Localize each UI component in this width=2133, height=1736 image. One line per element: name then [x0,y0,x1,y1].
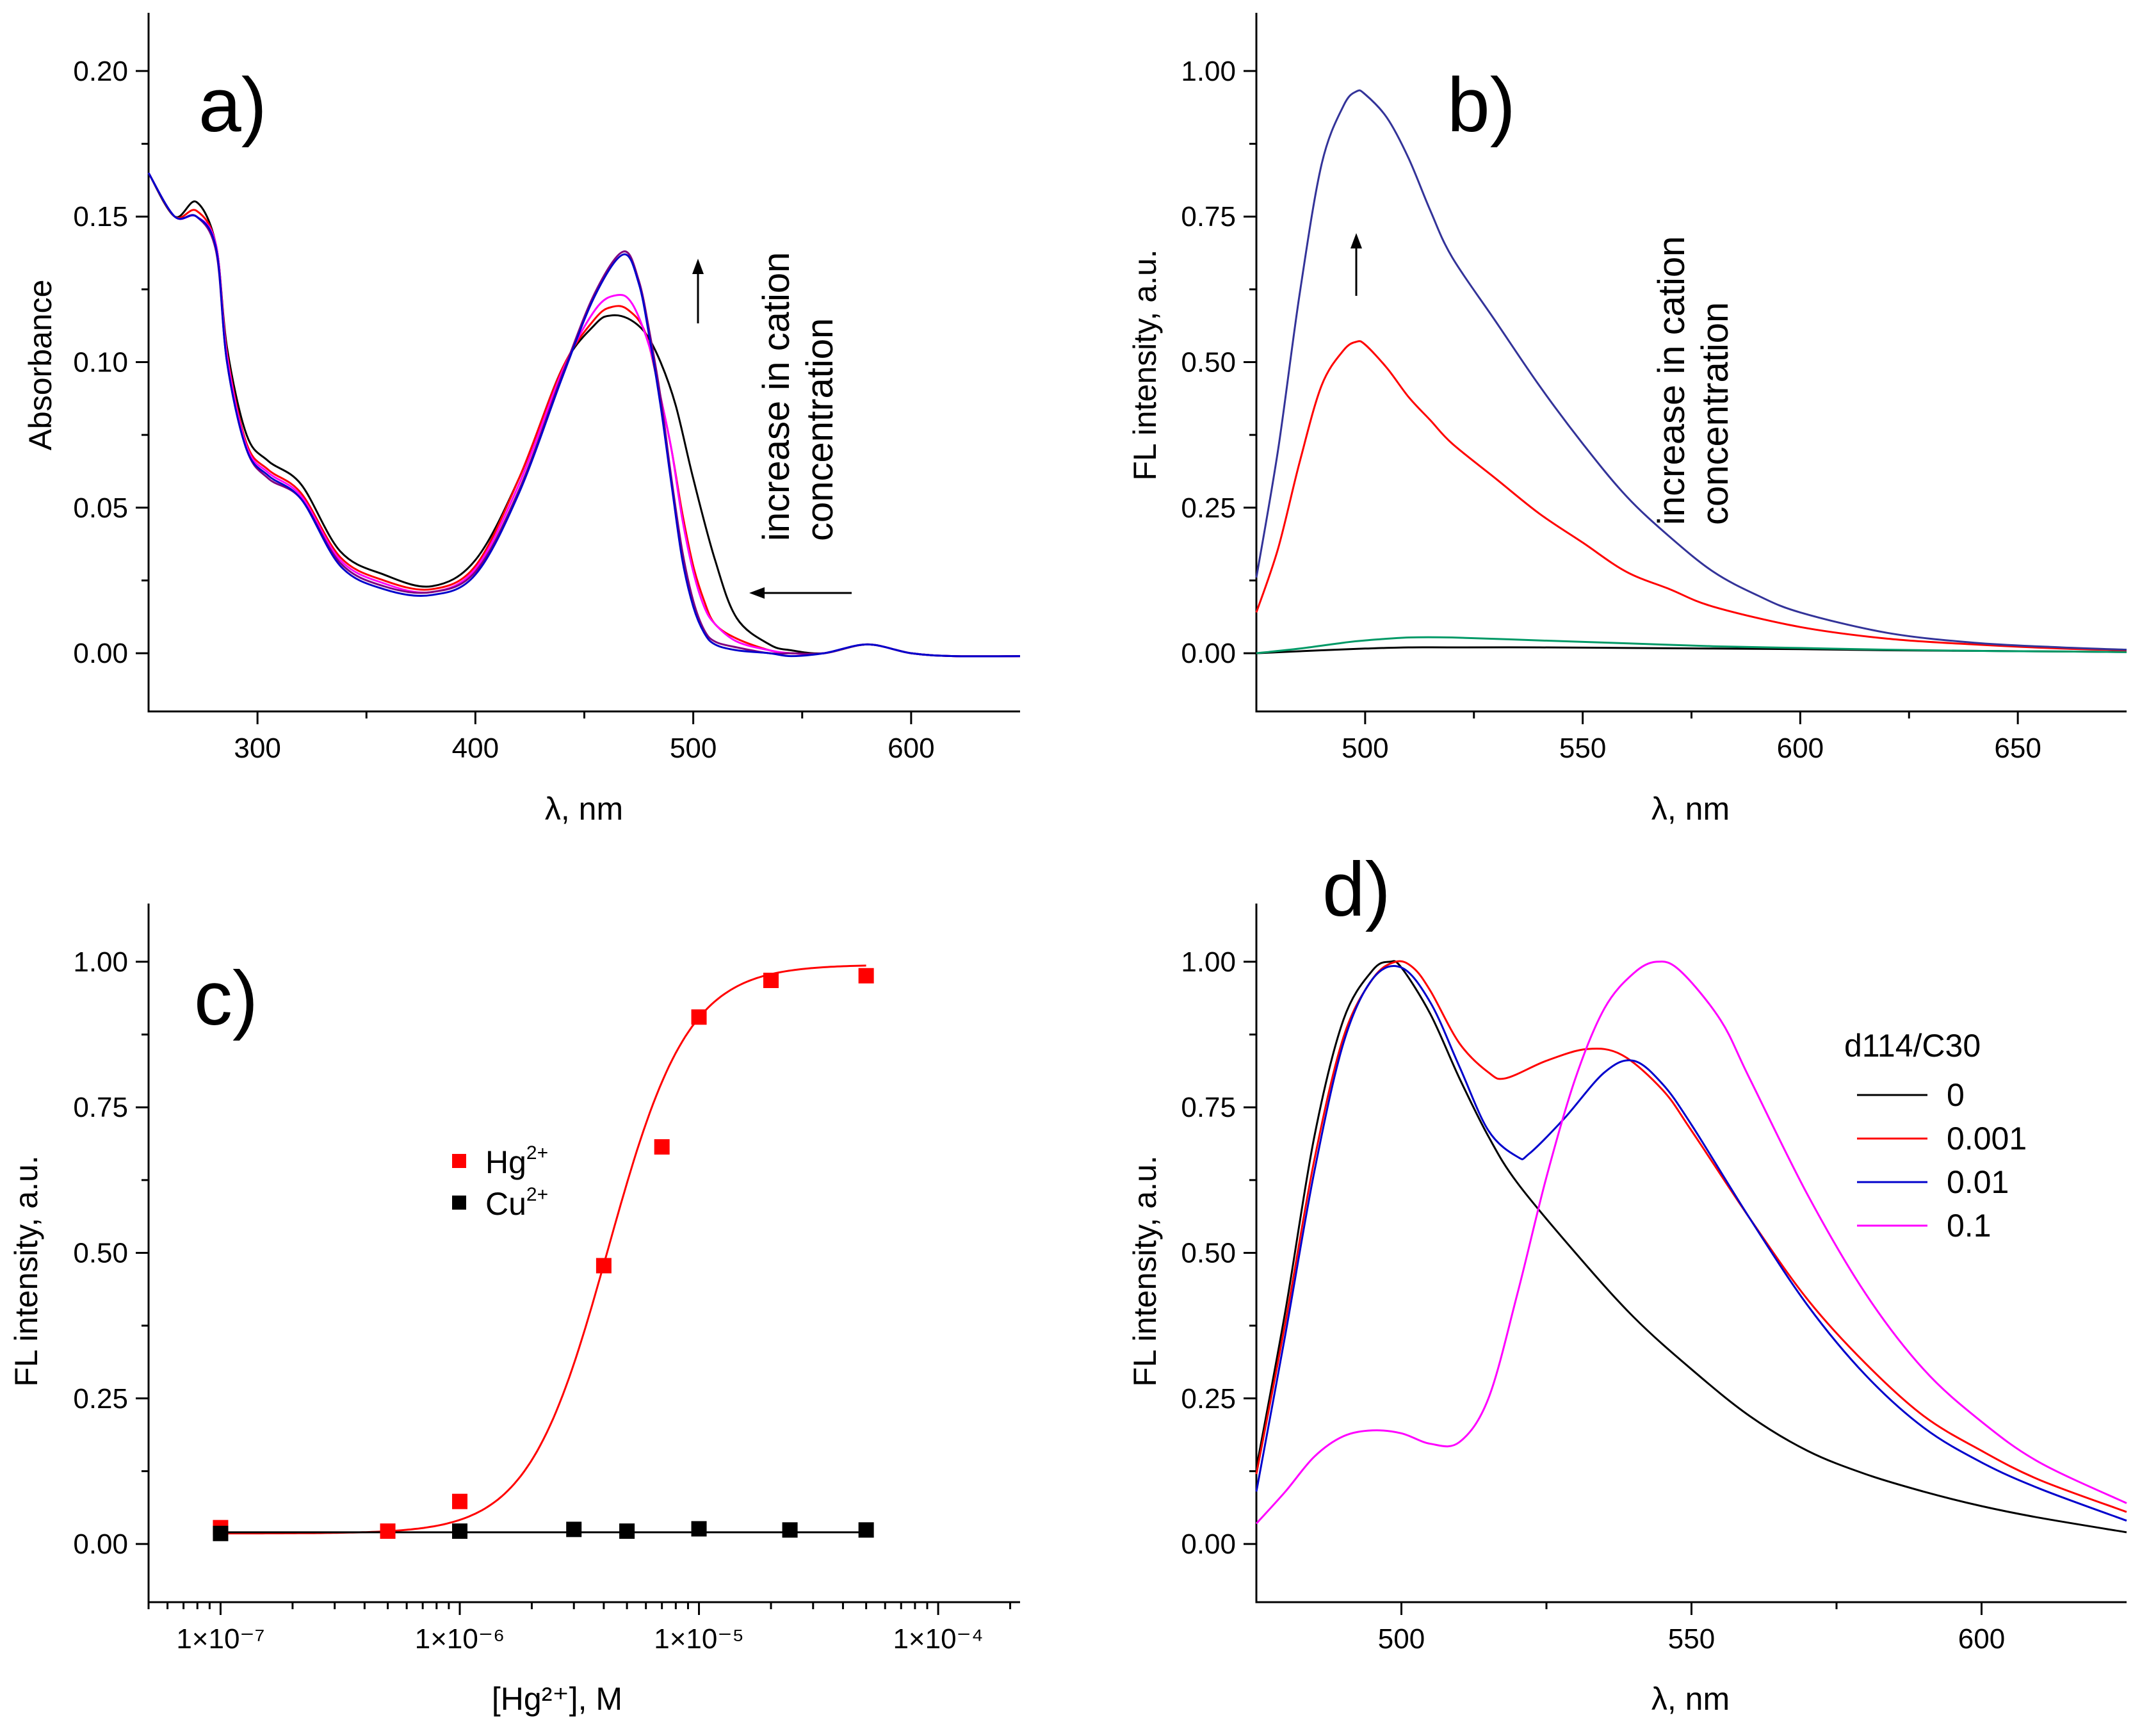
panel-d-xtick-label-0: 500 [1378,1623,1425,1655]
panel-c-xtick-label-0: 1×10⁻⁷ [176,1623,264,1655]
panel-c-point-hg-4 [654,1139,670,1155]
panel-a-xtick-label-2: 500 [670,733,717,764]
legend-label-3: 0.1 [1947,1208,1991,1244]
panel-b-ylabel: FL intensity, a.u. [1127,249,1163,480]
panel-b-xtick-label-1: 550 [1559,733,1606,764]
panel-d: 500 550 600 0.00 0.25 0.50 0.75 1.00 d) FL inte… [1127,847,2127,1717]
panel-c-ytick-label-0: 0.00 [73,1529,128,1560]
panel-a-ytick-label-3: 0.15 [73,201,128,232]
panel-c-xtick-label-2: 1×10⁻⁵ [654,1623,744,1655]
panel-c-xtick-label-3: 1×10⁻⁴ [893,1623,983,1655]
panel-d-xtick-label-1: 550 [1668,1623,1715,1655]
panel-c-ytick-label-4: 1.00 [73,946,128,978]
panel-d-ylabel: FL intensity, a.u. [1127,1155,1163,1386]
legend-label-cu: Cu2+ [485,1184,548,1222]
panel-a-xtick-label-3: 600 [888,733,934,764]
panel-c-point-cu-4 [691,1521,707,1537]
legend-title: d114/C30 [1844,1028,1981,1064]
panel-d-series-1 [1255,960,2127,1513]
panel-a-ylabel: Absorbance [22,280,58,451]
panel-c-point-hg-3 [596,1258,612,1274]
panel-b-annotation: increase in cation concentration [1651,236,1736,525]
panel-d-ytick-label-0: 0.00 [1181,1529,1236,1560]
panel-a-ytick-label-4: 0.20 [73,56,128,87]
panel-b-series-1 [1256,636,2127,654]
panel-c-point-hg-7 [858,968,874,984]
svg-text:concentration: concentration [799,318,841,541]
panel-d-xtick-label-2: 600 [1958,1623,2005,1655]
panel-b-xtick-label-2: 600 [1777,733,1824,764]
panel-b-ytick-label-4: 1.00 [1181,56,1236,87]
panel-c-point-hg-6 [763,973,779,989]
panel-b-ytick-label-2: 0.50 [1181,347,1236,378]
panel-c-point-cu-0 [213,1525,229,1541]
panel-b-up-arrow [1350,233,1362,296]
panel-b-xlabel: λ, nm [1651,791,1730,827]
panel-b-series-2 [1255,340,2127,651]
svg-text:increase in cation: increase in cation [1651,236,1692,525]
panel-d-legend: d114/C30 0 0.001 0.01 0.1 [1844,1028,2027,1244]
panel-b-xtick-label-3: 650 [1994,733,2041,764]
legend-label-0: 0 [1947,1077,1965,1113]
panel-c-ylabel: FL intensity, a.u. [8,1155,44,1386]
panel-c-point-cu-6 [858,1522,874,1538]
panel-c-ytick-label-2: 0.50 [73,1238,128,1269]
panel-c-point-hg-5 [691,1009,707,1025]
panel-a-ytick-label-1: 0.05 [73,492,128,524]
panel-b-ytick-label-0: 0.00 [1181,638,1236,669]
legend-label-1: 0.001 [1947,1121,2027,1156]
panel-b-axes [1255,13,2127,713]
panel-a-xtick-label-0: 300 [234,733,280,764]
panel-c-label: c) [194,955,258,1041]
panel-d-xlabel: λ, nm [1651,1681,1730,1717]
legend-label-2: 0.01 [1947,1164,2009,1200]
panel-d-series-0 [1255,960,2127,1534]
panel-c-point-cu-3 [619,1523,635,1539]
panel-c-legend: Hg2+ Cu2+ [452,1142,548,1222]
panel-c: 1×10⁻⁷ 1×10⁻⁶ 1×10⁻⁵ 1×10⁻⁴ 0.00 0.25 0.50 0.75… [8,904,1020,1717]
panel-d-ytick-label-4: 1.00 [1181,946,1236,978]
panel-a-xtick-label-1: 400 [452,733,499,764]
panel-c-point-cu-1 [451,1523,467,1539]
panel-d-ytick-label-3: 0.75 [1181,1092,1236,1123]
panel-a: 300 400 500 600 0.00 0.05 0.10 0.15 0.20 a) Abso… [22,13,1021,827]
panel-b-series-3 [1255,89,2127,651]
panel-d-ytick-label-2: 0.50 [1181,1238,1236,1269]
panel-b-label: b) [1447,62,1516,148]
panel-a-label: a) [199,62,267,148]
panel-b: 500 550 600 650 0.00 0.25 0.50 0.75 1.00 b) FL i… [1127,13,2127,827]
panel-c-point-cu-2 [566,1521,582,1537]
panel-a-ytick-label-0: 0.00 [73,638,128,669]
panel-d-ytick-label-1: 0.25 [1181,1383,1236,1415]
panel-a-annotation: increase in cation concentration [756,252,841,541]
panel-c-point-hg-1 [380,1523,396,1539]
panel-a-left-arrow [749,587,852,599]
panel-c-xtick-label-1: 1×10⁻⁶ [415,1623,505,1655]
panel-c-ytick-label-1: 0.25 [73,1383,128,1415]
panel-d-label: d) [1322,847,1391,932]
legend-label-hg: Hg2+ [485,1142,548,1180]
panel-c-ytick-label-3: 0.75 [73,1092,128,1123]
panel-c-point-hg-2 [451,1493,467,1509]
svg-text:increase in cation: increase in cation [756,252,797,541]
panel-a-series-0 [147,172,1021,658]
panel-c-xlabel: [Hg²⁺], M [492,1681,622,1717]
panel-a-series-4 [147,172,1021,658]
panel-c-point-cu-5 [782,1522,798,1538]
legend-marker-hg [452,1154,466,1168]
panel-a-ytick-label-2: 0.10 [73,347,128,378]
panel-a-axes [147,13,1020,713]
panel-a-xlabel: λ, nm [545,791,623,827]
panel-b-xtick-label-0: 500 [1342,733,1388,764]
panel-b-ytick-label-1: 0.25 [1181,492,1236,524]
legend-marker-cu [452,1196,466,1210]
panel-b-ytick-label-3: 0.75 [1181,201,1236,232]
svg-text:concentration: concentration [1694,302,1736,525]
panel-d-series-3 [1255,961,2127,1525]
panel-a-up-arrow [692,259,704,323]
